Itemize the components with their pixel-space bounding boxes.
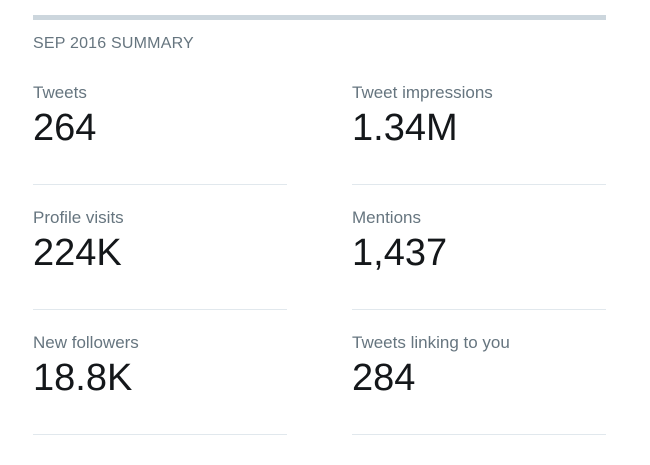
- stat-value: 284: [352, 357, 416, 399]
- stat-new-followers: New followers 18.8K: [33, 333, 287, 435]
- stat-value: 1,437: [352, 232, 448, 274]
- stat-mentions: Mentions 1,437: [352, 208, 606, 310]
- stat-value: 1.34M: [352, 107, 458, 149]
- stat-label: Mentions: [352, 208, 421, 227]
- summary-title: SEP 2016 SUMMARY: [33, 35, 194, 52]
- stat-label: Tweets linking to you: [352, 333, 510, 352]
- stat-label: Profile visits: [33, 208, 124, 227]
- stat-label: Tweet impressions: [352, 83, 493, 102]
- stat-tweets-linking: Tweets linking to you 284: [352, 333, 606, 435]
- stat-value: 264: [33, 107, 97, 149]
- top-rule: [33, 15, 606, 20]
- stat-tweet-impressions: Tweet impressions 1.34M: [352, 83, 606, 185]
- stat-label: Tweets: [33, 83, 87, 102]
- stat-value: 224K: [33, 232, 122, 274]
- stat-profile-visits: Profile visits 224K: [33, 208, 287, 310]
- summary-card: SEP 2016 SUMMARY Tweets 264 Tweet impres…: [33, 15, 606, 455]
- stat-value: 18.8K: [33, 357, 133, 399]
- stat-label: New followers: [33, 333, 139, 352]
- stat-tweets: Tweets 264: [33, 83, 287, 185]
